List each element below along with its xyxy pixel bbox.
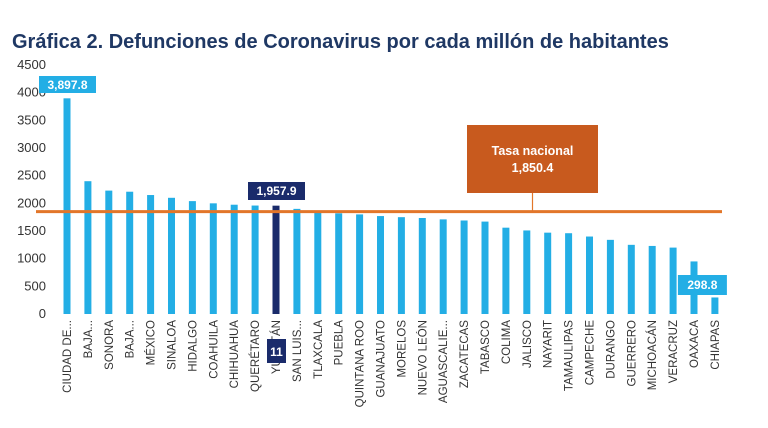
y-tick-label: 2500 xyxy=(17,168,46,183)
bar xyxy=(293,208,301,314)
x-tick-label: GUERRERO xyxy=(626,320,638,387)
x-tick-label: BAJA... xyxy=(83,320,95,358)
x-tick-label: MÉXICO xyxy=(145,320,158,365)
bar xyxy=(586,236,593,314)
bar xyxy=(168,197,175,314)
national-rate-box xyxy=(467,125,598,193)
x-tick-label: CHIAPAS xyxy=(710,320,722,370)
national-rate-value: 1,850.4 xyxy=(512,161,554,175)
x-tick-label: OAXACA xyxy=(689,320,701,368)
bars xyxy=(63,98,719,314)
highlight-value-label: 1,957.9 xyxy=(256,184,296,198)
bar xyxy=(105,190,113,314)
bar xyxy=(230,204,238,314)
bar xyxy=(335,213,343,314)
y-tick-label: 2000 xyxy=(17,195,46,210)
max-value-label: 3,897.8 xyxy=(47,78,87,92)
x-tick-label: QUINTANA ROO xyxy=(355,320,367,407)
bar xyxy=(460,220,468,314)
x-tick-label: ZACATECAS xyxy=(459,320,471,388)
x-tick-label: COAHUILA xyxy=(208,320,220,379)
bar xyxy=(669,247,677,314)
bar xyxy=(272,205,280,314)
bar xyxy=(356,214,364,314)
bar xyxy=(502,227,510,314)
x-tick-label: CHIHUAHUA xyxy=(229,320,241,389)
bar xyxy=(314,212,322,314)
x-tick-label: SAN LUIS... xyxy=(292,320,304,382)
min-value-label: 298.8 xyxy=(687,278,717,292)
y-tick-label: 3500 xyxy=(17,112,46,127)
bar xyxy=(481,221,489,314)
x-tick-label: VERACRUZ xyxy=(668,320,680,383)
x-tick-label: SONORA xyxy=(104,320,116,370)
highlight-value-callout xyxy=(248,182,305,200)
x-tick-label: MICHOACÁN xyxy=(646,320,659,390)
bar xyxy=(627,244,635,314)
bar xyxy=(523,230,531,314)
bar xyxy=(147,195,155,314)
x-tick-label: PUEBLA xyxy=(334,320,346,366)
x-tick-label: TABASCO xyxy=(480,320,492,374)
x-tick-label: MORELOS xyxy=(396,320,408,378)
x-tick-label: DURANGO xyxy=(605,320,617,379)
y-tick-label: 3000 xyxy=(17,140,46,155)
x-tick-label: HIDALGO xyxy=(187,320,199,372)
x-tick-label: SINALOA xyxy=(167,320,179,370)
y-tick-label: 1500 xyxy=(17,223,46,238)
bar xyxy=(188,201,196,314)
bar xyxy=(209,203,217,314)
x-tick-label: AGUASCALIE... xyxy=(438,320,450,403)
y-tick-label: 4500 xyxy=(17,57,46,72)
bar xyxy=(606,239,614,314)
bar xyxy=(565,233,573,314)
bar xyxy=(648,245,656,314)
y-tick-label: 4000 xyxy=(17,85,46,100)
bar xyxy=(84,181,92,314)
bar xyxy=(544,232,552,314)
x-tick-label: NAYARIT xyxy=(543,320,555,368)
y-tick-label: 1000 xyxy=(17,251,46,266)
y-tick-label: 0 xyxy=(39,306,46,321)
x-tick-label: BAJA... xyxy=(125,320,137,358)
rank-badge xyxy=(267,339,286,363)
x-tick-label: TLAXCALA xyxy=(313,320,325,379)
bar xyxy=(418,217,426,314)
x-tick-label: NUEVO LEÓN xyxy=(416,320,429,395)
x-tick-label: CIUDAD DE... xyxy=(62,320,74,393)
x-tick-label: CAMPECHE xyxy=(585,320,597,386)
x-tick-label: GUANAJUATO xyxy=(376,320,388,398)
chart-title: Gráfica 2. Defunciones de Coronavirus po… xyxy=(12,31,669,53)
min-value-callout xyxy=(677,275,727,295)
x-tick-label: TAMAULIPAS xyxy=(564,320,576,391)
x-tick-label: COLIMA xyxy=(501,320,513,364)
y-tick-label: 500 xyxy=(24,278,46,293)
bar xyxy=(377,216,384,314)
x-tick-label: JALISCO xyxy=(522,320,534,368)
bar xyxy=(439,219,447,314)
annotations: Tasa nacional 1,850.4 3,897.8 1,957.9 11 298.… xyxy=(36,76,727,363)
rank-label: 11 xyxy=(270,345,283,359)
bar xyxy=(63,98,71,314)
x-axis: CIUDAD DE... BAJA... SONORA BAJA... MÉXICO SI… xyxy=(62,320,722,408)
max-value-callout xyxy=(39,76,96,93)
bar xyxy=(126,191,134,314)
bar xyxy=(711,297,719,314)
y-axis: 0 500 1000 1500 2000 2500 3000 3500 4000 4500 xyxy=(17,57,46,321)
national-rate-title: Tasa nacional xyxy=(492,144,574,158)
x-tick-label: QUERÉTARO xyxy=(249,320,262,392)
bar xyxy=(397,217,405,314)
bar xyxy=(251,205,259,314)
